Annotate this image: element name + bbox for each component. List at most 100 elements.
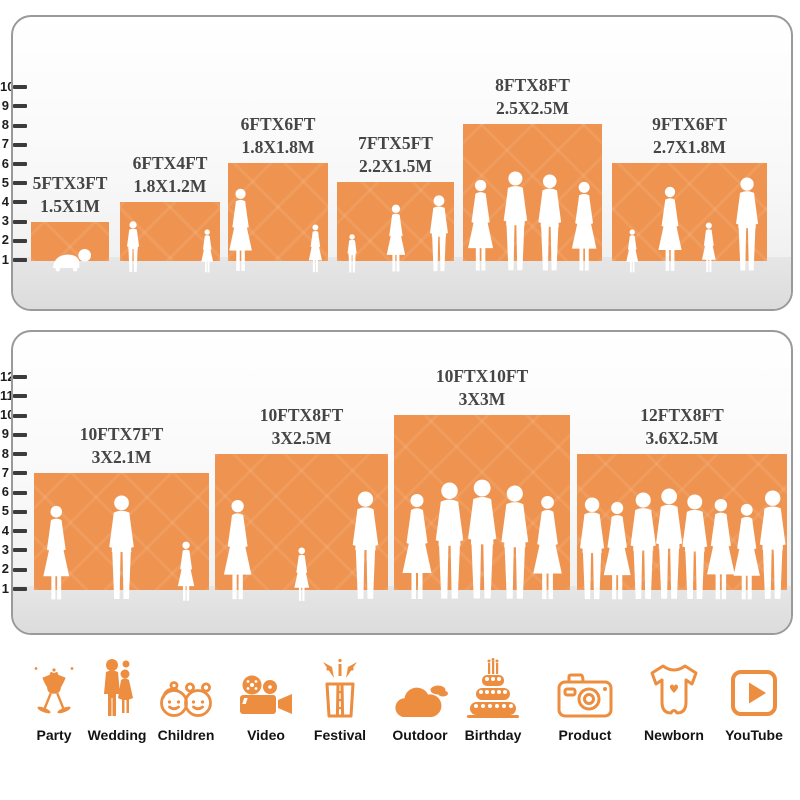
size-feet: 9FTX6FT — [652, 114, 727, 135]
top-size-panel-box: 5FTX3FT 1.5X1M 6FTX4FT 1.8X1.2M 6FTX6FT 1.8X1… — [11, 15, 793, 311]
backdrop-size-label: 6FTX6FT 1.8X1.8M — [241, 113, 316, 163]
backdrop-6ftx4ft: 6FTX4FT 1.8X1.2M — [120, 153, 220, 273]
size-meters: 1.5X1M — [40, 195, 100, 216]
category-label: Party — [36, 727, 72, 743]
silhouette-girl — [308, 224, 322, 273]
ruler-number-7: 7 — [1, 464, 9, 480]
ruler-tick-5 — [13, 509, 27, 514]
ruler-number-10: 10 — [0, 78, 15, 94]
silhouette-man — [352, 491, 379, 599]
ruler-number-6: 6 — [1, 484, 9, 500]
silhouette-woman — [229, 188, 253, 271]
backdrop-7ftx5ft: 7FTX5FT 2.2X1.5M — [337, 133, 454, 273]
category-label: Wedding — [87, 727, 147, 743]
video-icon — [236, 656, 296, 720]
ruler-number-12: 12 — [0, 368, 15, 384]
category-outdoor: Outdoor — [374, 656, 466, 743]
ruler-number-8: 8 — [1, 117, 9, 133]
category-label: Birthday — [464, 727, 522, 743]
category-youtube: YouTube — [708, 656, 800, 743]
ruler-number-3: 3 — [1, 541, 9, 557]
silhouette-girl — [178, 541, 195, 601]
category-label: Festival — [313, 727, 367, 743]
silhouette-woman — [386, 204, 405, 272]
festival-icon — [314, 656, 366, 720]
category-row: Party Wedding Children Video Festival Outdoor… — [0, 656, 800, 766]
birthday-icon — [466, 656, 520, 720]
ruler-number-1: 1 — [1, 580, 9, 596]
size-meters: 3X3M — [458, 388, 506, 409]
size-feet: 10FTX8FT — [259, 405, 344, 426]
category-label: Newborn — [644, 727, 704, 743]
ruler-number-4: 4 — [1, 193, 9, 209]
size-feet: 8FTX8FT — [495, 75, 570, 96]
children-icon — [157, 656, 215, 720]
category-label: Children — [157, 727, 215, 743]
ruler-tick-7 — [13, 471, 27, 476]
backdrop-10ftx7ft: 10FTX7FT 3X2.1M — [34, 424, 209, 601]
silhouette-girl — [701, 222, 716, 273]
ruler-tick-8 — [13, 123, 27, 128]
bottom-size-panel-box: 10FTX7FT 3X2.1M 10FTX8FT 3X2.5M 10FTX10FT 3X3… — [11, 330, 793, 635]
backdrop-size-label: 9FTX6FT 2.7X1.8M — [652, 113, 727, 163]
backdrop-size-label: 5FTX3FT 1.5X1M — [33, 172, 108, 222]
backdrop-8ftx8ft: 8FTX8FT 2.5X2.5M — [463, 75, 602, 271]
product-icon — [555, 656, 615, 720]
ruler-number-2: 2 — [1, 561, 9, 577]
ruler-number-2: 2 — [1, 232, 9, 248]
ruler-tick-11 — [13, 394, 27, 399]
silhouette-man — [429, 195, 448, 272]
ruler-number-9: 9 — [1, 426, 9, 442]
ruler-tick-4 — [13, 529, 27, 534]
ruler-number-10: 10 — [0, 407, 15, 423]
ruler-number-4: 4 — [1, 522, 9, 538]
bottom-size-panel: 12 11 10 9 8 7 6 5 4 3 2 1 10FTX7FT 3X2.1M 10FTX8FT 3X2… — [0, 330, 800, 635]
category-wedding: Wedding — [71, 656, 163, 743]
silhouette-woman — [532, 495, 562, 600]
silhouette-girl — [626, 229, 639, 273]
ruler-number-5: 5 — [1, 503, 9, 519]
size-meters: 3X2.5M — [271, 427, 332, 448]
ruler-tick-9 — [13, 432, 27, 437]
category-label: YouTube — [725, 727, 783, 743]
size-feet: 5FTX3FT — [32, 173, 108, 194]
size-meters: 2.2X1.5M — [359, 155, 432, 176]
size-feet: 6FTX4FT — [132, 153, 208, 174]
ruler-tick-9 — [13, 104, 27, 109]
category-video: Video — [220, 656, 312, 743]
silhouette-woman — [223, 499, 252, 600]
ruler-tick-10 — [13, 85, 27, 90]
category-newborn: Newborn — [628, 656, 720, 743]
category-label: Video — [247, 727, 285, 743]
ruler-tick-10 — [13, 413, 27, 418]
backdrop-size-label: 7FTX5FT 2.2X1.5M — [358, 132, 433, 182]
size-feet: 10FTX10FT — [435, 366, 529, 387]
ruler-number-6: 6 — [1, 155, 9, 171]
backdrop-size-label: 10FTX10FT 3X3M — [436, 365, 528, 415]
ruler-tick-2 — [13, 238, 27, 243]
silhouette-toddler — [347, 234, 357, 273]
backdrop-6ftx6ft: 6FTX6FT 1.8X1.8M — [228, 114, 328, 273]
silhouette-woman — [571, 181, 597, 271]
backdrop-5ftx3ft: 5FTX3FT 1.5X1M — [31, 173, 109, 272]
ruler-number-8: 8 — [1, 445, 9, 461]
ruler-number-11: 11 — [0, 387, 14, 403]
ruler-number-3: 3 — [1, 213, 9, 229]
silhouette-girl — [201, 229, 213, 273]
size-feet: 6FTX6FT — [240, 114, 316, 135]
backdrop-size-label: 6FTX4FT 1.8X1.2M — [133, 152, 208, 202]
size-meters: 3.6X2.5M — [645, 427, 719, 448]
ruler-tick-2 — [13, 567, 27, 572]
backdrop-size-label: 10FTX7FT 3X2.1M — [80, 423, 164, 473]
silhouette-crawling-baby — [52, 249, 91, 272]
size-meters: 2.7X1.8M — [653, 136, 726, 157]
ruler-tick-1 — [13, 587, 27, 591]
size-meters: 1.8X1.2M — [133, 175, 207, 196]
ruler-number-7: 7 — [1, 136, 9, 152]
ruler-tick-6 — [13, 490, 27, 495]
size-meters: 2.5X2.5M — [496, 97, 569, 118]
size-feet: 7FTX5FT — [358, 133, 433, 154]
category-party: Party — [8, 656, 100, 743]
ruler-tick-5 — [13, 181, 27, 186]
